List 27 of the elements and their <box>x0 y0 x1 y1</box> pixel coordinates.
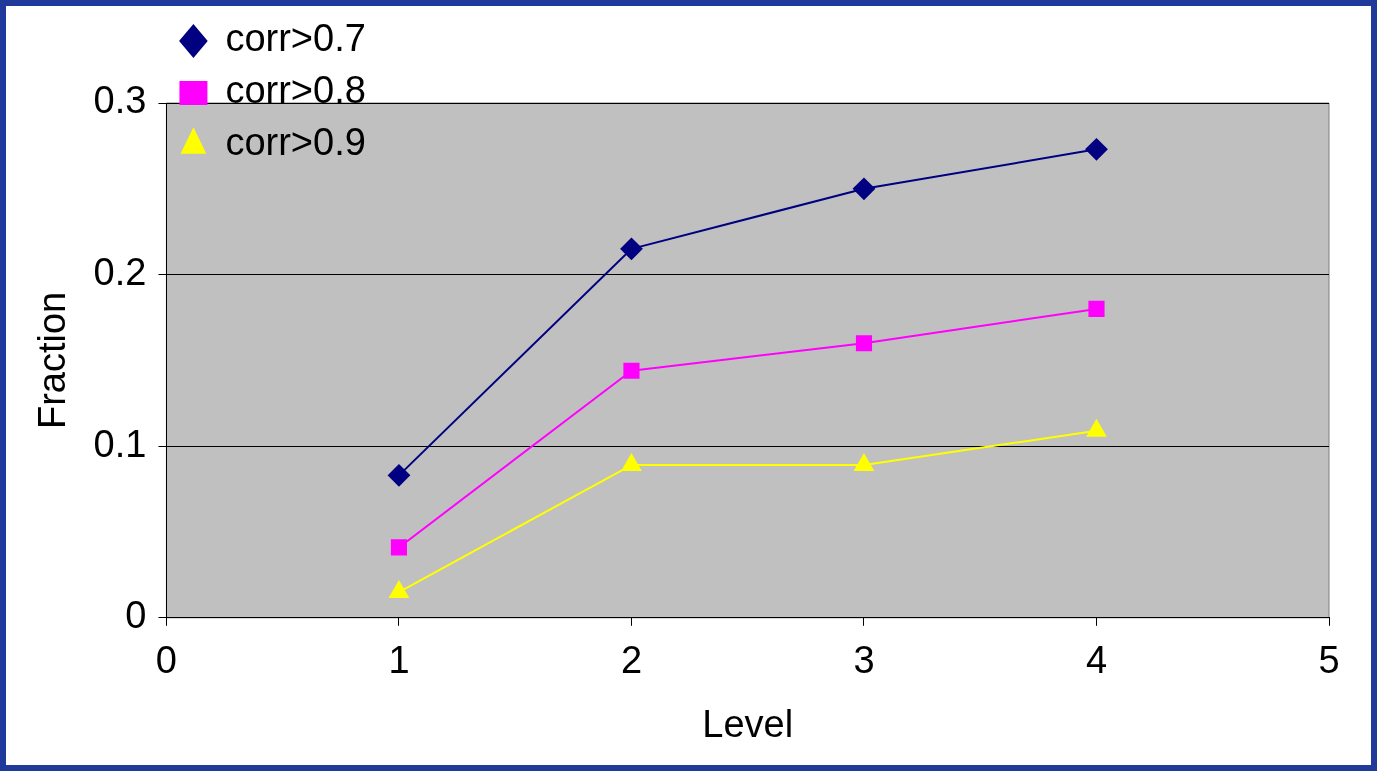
point <box>620 237 643 260</box>
point <box>855 335 873 352</box>
point <box>621 454 642 472</box>
y-tick-label: 0.1 <box>93 422 147 465</box>
x-tick-label: 1 <box>388 639 410 682</box>
point <box>389 581 409 599</box>
point <box>1088 300 1105 317</box>
point <box>852 177 875 200</box>
x-tick-label: 4 <box>1085 639 1108 682</box>
point <box>387 464 410 487</box>
y-tick-label: 0.3 <box>93 79 147 122</box>
legend-label: corr>0.8 <box>225 69 366 112</box>
y-tick-label: 0.2 <box>93 251 147 294</box>
point <box>390 539 408 556</box>
legend-label: corr>0.9 <box>225 121 366 164</box>
x-tick-label: 2 <box>620 639 643 682</box>
y-axis-title: Fraction <box>31 291 74 430</box>
x-tick-label: 5 <box>1318 639 1340 682</box>
y-tick-label: 0 <box>125 594 147 637</box>
x-tick-label: 3 <box>853 639 875 682</box>
point <box>854 454 874 472</box>
x-tick-label: 0 <box>155 639 177 682</box>
point <box>1085 138 1108 161</box>
point <box>1086 419 1107 437</box>
legend-label: corr>0.7 <box>225 17 366 60</box>
point <box>623 362 640 379</box>
x-axis-title: Level <box>702 702 794 745</box>
